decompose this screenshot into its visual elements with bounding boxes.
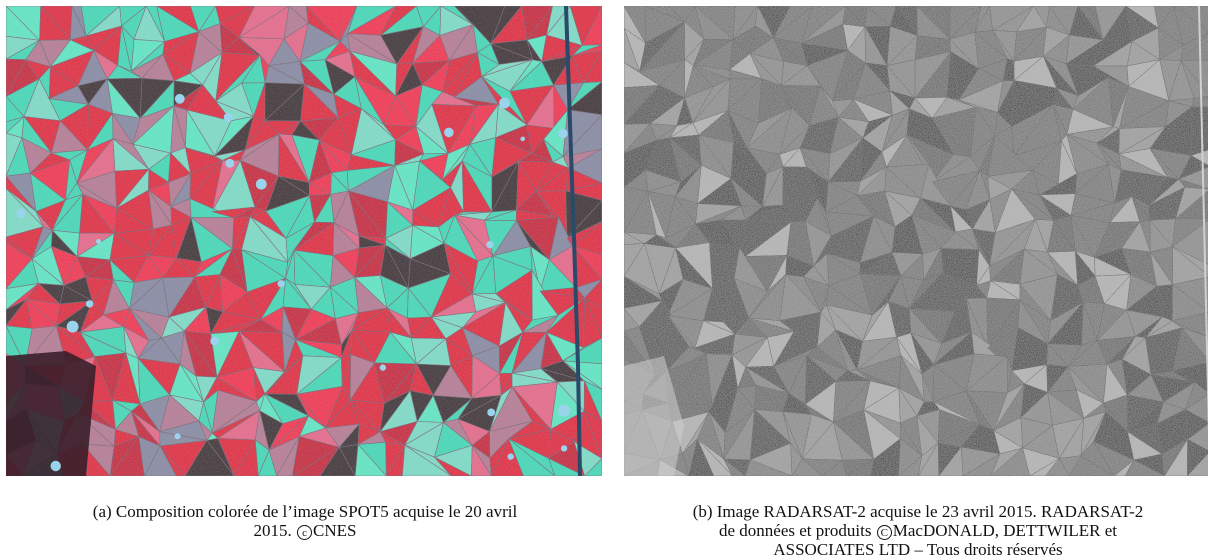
radarsat2-sar-image bbox=[624, 6, 1208, 476]
copyright-c-icon: C bbox=[876, 525, 892, 540]
spot5-image-graphic bbox=[6, 6, 602, 476]
radarsat2-image-graphic bbox=[624, 6, 1208, 476]
caption-a-credit: CNES bbox=[313, 521, 357, 540]
caption-b: (b) Image RADARSAT-2 acquise le 23 avril… bbox=[618, 502, 1208, 559]
caption-a-year: 2015. bbox=[253, 521, 297, 540]
caption-a-line1: (a) Composition colorée de l’image SPOT5… bbox=[92, 502, 518, 521]
spot5-false-color-image bbox=[6, 6, 602, 476]
caption-b-text: de données et produits bbox=[719, 521, 876, 540]
caption-a-line2: 2015. c CNES bbox=[0, 521, 610, 540]
caption-a: (a) Composition colorée de l’image SPOT5… bbox=[0, 502, 610, 540]
caption-b-credit: MacDONALD, DETTWILER et bbox=[892, 521, 1117, 540]
copyright-c-icon: c bbox=[297, 525, 313, 540]
caption-b-line1: (b) Image RADARSAT-2 acquise le 23 avril… bbox=[692, 502, 1144, 521]
caption-b-line3: ASSOCIATES LTD – Tous droits réservés bbox=[773, 540, 1063, 559]
caption-b-line2: de données et produits C MacDONALD, DETTW… bbox=[618, 521, 1208, 540]
